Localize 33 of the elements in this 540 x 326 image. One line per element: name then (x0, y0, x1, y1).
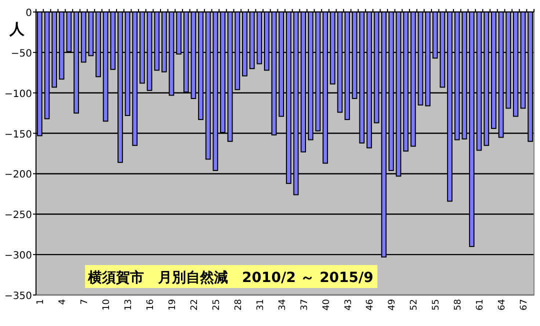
x-tick-label: 25 (212, 299, 222, 310)
x-tick-label: 37 (300, 299, 310, 310)
y-tick-label: −50 (10, 48, 32, 60)
x-tick-label: 61 (476, 299, 486, 310)
y-tick-label: −350 (4, 291, 32, 302)
text: 横須賀市 月別自然減 2010/2 ～ 2015/9 (87, 269, 374, 286)
x-tick-label: 19 (168, 298, 178, 310)
y-axis-title: 人 (8, 20, 26, 38)
x-tick-label: 31 (256, 299, 266, 310)
x-tick-label: 13 (124, 299, 134, 310)
x-tick-label: 58 (454, 298, 464, 310)
x-tick-label: 40 (322, 298, 332, 310)
x-tick-label: 28 (234, 298, 244, 310)
x-tick-label: 34 (278, 298, 288, 310)
y-tick-label: −300 (4, 250, 32, 262)
y-tick-label: −100 (4, 88, 32, 100)
y-tick-label: −250 (4, 210, 32, 222)
x-tick-label: 7 (80, 299, 90, 305)
x-tick-label: 49 (388, 298, 398, 310)
y-tick-label: −150 (4, 129, 32, 140)
x-tick-label: 64 (498, 298, 508, 310)
x-tick-label: 1 (36, 299, 46, 305)
x-tick-label: 67 (520, 299, 530, 310)
x-tick-label: 10 (102, 298, 112, 310)
x-tick-label: 4 (58, 298, 68, 305)
x-tick-label: 22 (190, 299, 200, 310)
y-tick-label: 0 (26, 8, 32, 19)
x-tick-label: 52 (410, 299, 420, 310)
y-tick-label: −200 (4, 170, 32, 181)
x-tick-label: 43 (344, 299, 354, 310)
x-tick-label: 55 (432, 299, 442, 310)
x-tick-label: 16 (146, 298, 156, 310)
x-tick-label: 46 (366, 298, 376, 310)
